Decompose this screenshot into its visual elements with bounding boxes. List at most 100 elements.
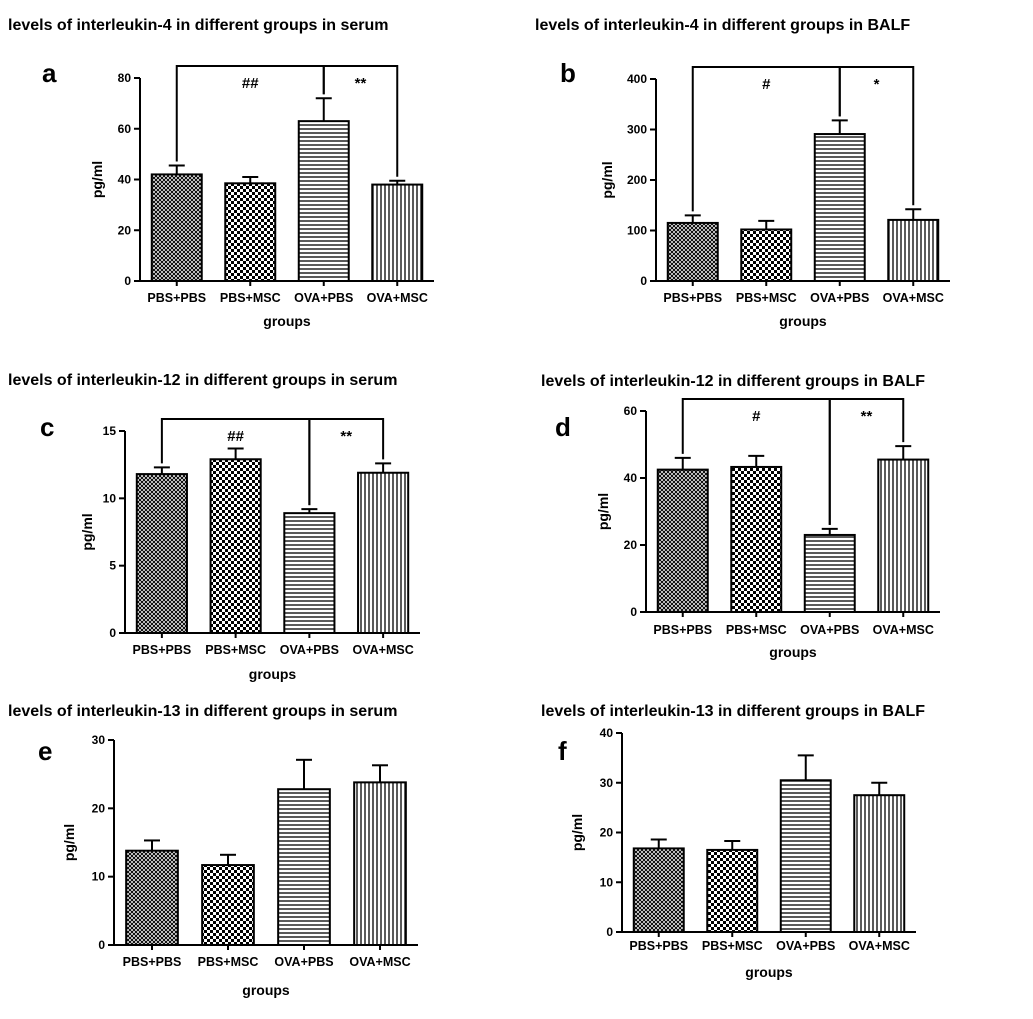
bar [278, 789, 330, 945]
significance-label: # [752, 408, 761, 425]
bar [152, 174, 202, 281]
category-label: PBS+PBS [147, 291, 206, 305]
y-tick-label: 60 [624, 404, 638, 418]
bar [354, 782, 406, 945]
bar [137, 474, 187, 633]
significance-label: ** [355, 75, 367, 92]
y-axis-label: pg/ml [89, 161, 105, 198]
x-axis-label: groups [779, 313, 827, 329]
y-tick-label: 0 [640, 274, 647, 288]
category-label: OVA+MSC [883, 291, 944, 305]
significance-label: ## [242, 75, 259, 92]
y-tick-label: 100 [627, 224, 647, 238]
y-tick-label: 0 [606, 925, 613, 939]
category-label: PBS+PBS [653, 623, 712, 637]
panel-letter: e [38, 736, 52, 766]
panel-letter: b [560, 58, 576, 88]
bar [202, 865, 254, 945]
bar [634, 848, 684, 932]
y-tick-label: 0 [109, 626, 116, 640]
category-label: OVA+MSC [353, 643, 414, 657]
bar [805, 535, 855, 612]
y-tick-label: 300 [627, 123, 647, 137]
y-tick-label: 80 [118, 71, 132, 85]
y-tick-label: 40 [624, 471, 638, 485]
category-label: OVA+MSC [873, 623, 934, 637]
y-tick-label: 5 [109, 559, 116, 573]
bar [854, 795, 904, 932]
bar [668, 223, 718, 281]
category-label: OVA+MSC [367, 291, 428, 305]
category-label: PBS+MSC [198, 955, 259, 969]
bar [211, 459, 261, 633]
significance-label: * [874, 76, 880, 93]
significance-label: # [762, 76, 771, 93]
chart-title: levels of interleukin-12 in different gr… [8, 372, 397, 389]
category-label: PBS+PBS [133, 643, 192, 657]
chart-title: levels of interleukin-4 in different gro… [535, 17, 910, 34]
bar [284, 513, 334, 633]
category-label: OVA+MSC [349, 955, 410, 969]
y-tick-label: 20 [118, 223, 132, 237]
panel-e: levels of interleukin-13 in different gr… [8, 703, 418, 998]
panel-b: levels of interleukin-4 in different gro… [535, 17, 950, 329]
panel-f: levels of interleukin-13 in different gr… [541, 703, 925, 980]
category-label: PBS+MSC [726, 623, 787, 637]
category-label: PBS+MSC [205, 643, 266, 657]
y-tick-label: 0 [124, 274, 131, 288]
y-tick-label: 40 [600, 726, 614, 740]
chart-title: levels of interleukin-12 in different gr… [541, 373, 925, 390]
y-tick-label: 10 [600, 875, 614, 889]
bar [299, 121, 349, 281]
bar [731, 467, 781, 612]
y-tick-label: 10 [92, 870, 106, 884]
y-tick-label: 15 [103, 424, 117, 438]
y-tick-label: 200 [627, 173, 647, 187]
category-label: PBS+MSC [702, 939, 763, 953]
category-label: PBS+PBS [629, 939, 688, 953]
y-tick-label: 20 [600, 826, 614, 840]
y-tick-label: 60 [118, 122, 132, 136]
bar [878, 460, 928, 612]
category-label: OVA+PBS [280, 643, 339, 657]
y-tick-label: 30 [600, 776, 614, 790]
y-tick-label: 20 [624, 538, 638, 552]
bar [815, 134, 865, 281]
bar [372, 185, 422, 281]
category-label: OVA+PBS [776, 939, 835, 953]
category-label: OVA+PBS [294, 291, 353, 305]
x-axis-label: groups [263, 313, 311, 329]
bar [741, 229, 791, 281]
panel-letter: d [555, 412, 571, 442]
y-axis-label: pg/ml [79, 513, 95, 550]
y-tick-label: 0 [98, 938, 105, 952]
y-axis-label: pg/ml [595, 493, 611, 530]
y-tick-label: 20 [92, 801, 106, 815]
y-tick-label: 10 [103, 491, 117, 505]
category-label: PBS+MSC [736, 291, 797, 305]
panel-d: levels of interleukin-12 in different gr… [541, 373, 940, 660]
x-axis-label: groups [249, 666, 297, 682]
category-label: OVA+PBS [800, 623, 859, 637]
bar [225, 183, 275, 281]
chart-title: levels of interleukin-13 in different gr… [541, 703, 925, 720]
chart-title: levels of interleukin-4 in different gro… [8, 17, 389, 34]
significance-label: ## [227, 428, 244, 445]
significance-label: ** [861, 408, 873, 425]
x-axis-label: groups [769, 644, 817, 660]
chart-title: levels of interleukin-13 in different gr… [8, 703, 397, 720]
panel-letter: c [40, 412, 54, 442]
y-axis-label: pg/ml [599, 161, 615, 198]
y-tick-label: 0 [630, 605, 637, 619]
y-axis-label: pg/ml [569, 814, 585, 851]
category-label: OVA+PBS [274, 955, 333, 969]
bar [888, 220, 938, 281]
y-tick-label: 40 [118, 173, 132, 187]
y-tick-label: 30 [92, 733, 106, 747]
bar [358, 473, 408, 633]
panel-letter: a [42, 58, 57, 88]
bar [658, 470, 708, 612]
category-label: PBS+PBS [123, 955, 182, 969]
panel-a: levels of interleukin-4 in different gro… [8, 17, 434, 329]
category-label: PBS+PBS [663, 291, 722, 305]
